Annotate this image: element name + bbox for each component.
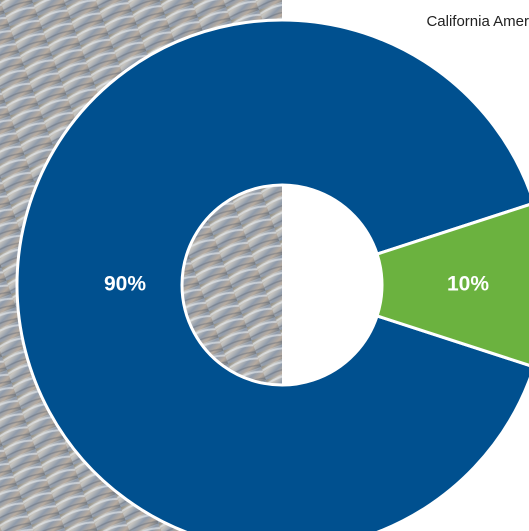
data-label: 90% xyxy=(104,273,146,296)
data-label: 10% xyxy=(447,273,489,296)
chart: California Amer 90% 10% xyxy=(0,0,529,531)
subtitle: California Amer xyxy=(426,13,529,30)
page: California Amer 90%10% (() => { const da… xyxy=(0,0,529,531)
